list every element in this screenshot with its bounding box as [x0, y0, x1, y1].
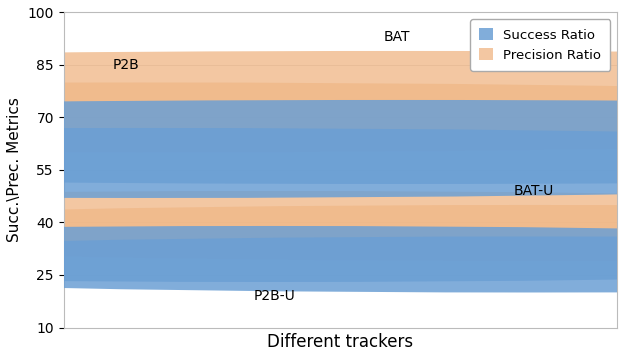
Circle shape — [0, 226, 624, 282]
Circle shape — [0, 82, 624, 153]
X-axis label: Different trackers: Different trackers — [267, 333, 413, 351]
Legend: Success Ratio, Precision Ratio: Success Ratio, Precision Ratio — [470, 19, 610, 71]
Text: P2B: P2B — [112, 58, 139, 72]
Circle shape — [0, 191, 624, 247]
Circle shape — [0, 205, 624, 261]
Circle shape — [0, 100, 624, 184]
Circle shape — [0, 237, 624, 292]
Y-axis label: Succ.\Prec. Metrics: Succ.\Prec. Metrics — [7, 97, 22, 242]
Text: BAT: BAT — [384, 30, 410, 44]
Circle shape — [0, 128, 624, 198]
Circle shape — [0, 51, 624, 135]
Text: P2B-U: P2B-U — [253, 289, 295, 303]
Text: BAT-U: BAT-U — [514, 184, 554, 198]
